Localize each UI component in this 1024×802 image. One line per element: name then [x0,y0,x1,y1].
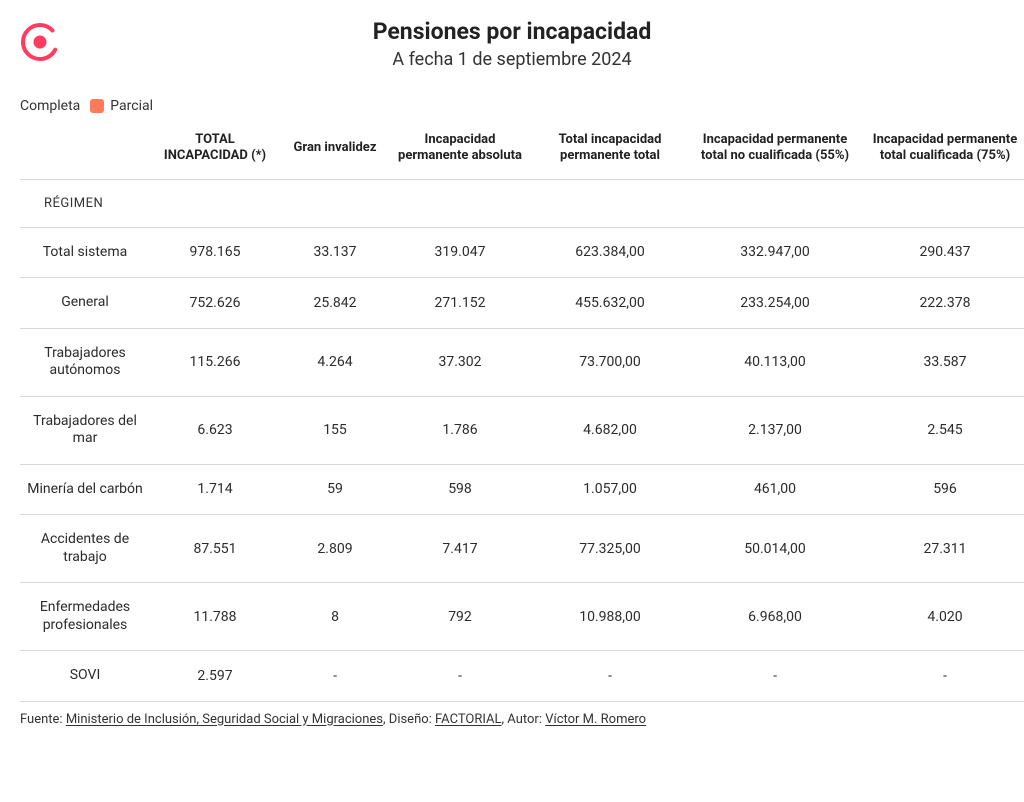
footer: Fuente: Ministerio de Inclusión, Segurid… [20,712,1004,727]
table-cell: 11.788 [150,583,280,651]
table-header-col-3: Total incapacidad permanente total [530,122,690,179]
table-cell: 2.597 [150,651,280,702]
footer-design-prefix: , Diseño: [383,712,435,727]
table-row: Enfermedades profesionales11.788879210.9… [20,583,1024,651]
table-row-label: Trabajadores del mar [20,396,150,464]
table-section-label: RÉGIMEN [20,179,1024,227]
table-cell: 2.809 [280,515,390,583]
table-cell: 4.682,00 [530,396,690,464]
table-cell: 25.842 [280,278,390,329]
table-cell: 1.786 [390,396,530,464]
table-cell: 8 [280,583,390,651]
footer-source-link[interactable]: Ministerio de Inclusión, Seguridad Socia… [66,712,383,727]
table-row-label: Accidentes de trabajo [20,515,150,583]
table-row: Accidentes de trabajo87.5512.8097.41777.… [20,515,1024,583]
table-cell: 4.264 [280,328,390,396]
table-row: Trabajadores autónomos115.2664.26437.302… [20,328,1024,396]
table-cell: - [690,651,860,702]
page-title: Pensiones por incapacidad [20,18,1004,45]
table-row: Trabajadores del mar6.6231551.7864.682,0… [20,396,1024,464]
table-cell: - [390,651,530,702]
table-cell: 27.311 [860,515,1024,583]
table-cell: 50.014,00 [690,515,860,583]
table-cell: 1.057,00 [530,464,690,515]
table-cell: 115.266 [150,328,280,396]
table-cell: 596 [860,464,1024,515]
table-cell: 73.700,00 [530,328,690,396]
legend-parcial-label: Parcial [110,98,153,114]
table-cell: - [530,651,690,702]
footer-author-prefix: , Autor: [502,712,546,727]
table-row-label: General [20,278,150,329]
table-cell: 290.437 [860,227,1024,278]
table-cell: 6.968,00 [690,583,860,651]
table-cell: 455.632,00 [530,278,690,329]
table-header-rowlabel [20,122,150,179]
table-row-label: Total sistema [20,227,150,278]
table-cell: 623.384,00 [530,227,690,278]
table-cell: 2.545 [860,396,1024,464]
table-cell: 222.378 [860,278,1024,329]
table-cell: 6.623 [150,396,280,464]
table-cell: 319.047 [390,227,530,278]
table-cell: 7.417 [390,515,530,583]
footer-source-prefix: Fuente: [20,712,66,727]
table-row: SOVI2.597----- [20,651,1024,702]
pensions-table: TOTAL INCAPACIDAD (*)Gran invalidezIncap… [20,122,1024,702]
table-row-label: Minería del carbón [20,464,150,515]
table-header-col-5: Incapacidad permanente total cualificada… [860,122,1024,179]
table-row-label: Enfermedades profesionales [20,583,150,651]
legend-parcial-swatch [90,99,104,113]
table-header-col-2: Incapacidad permanente absoluta [390,122,530,179]
table-cell: - [280,651,390,702]
table-header-col-0: TOTAL INCAPACIDAD (*) [150,122,280,179]
table-cell: 2.137,00 [690,396,860,464]
table-cell: 332.947,00 [690,227,860,278]
table-row-label: Trabajadores autónomos [20,328,150,396]
table-cell: 87.551 [150,515,280,583]
table-row: General752.62625.842271.152455.632,00233… [20,278,1024,329]
table-cell: 10.988,00 [530,583,690,651]
table-cell: 752.626 [150,278,280,329]
table-cell: 59 [280,464,390,515]
table-cell: 792 [390,583,530,651]
table-cell: 4.020 [860,583,1024,651]
table-cell: - [860,651,1024,702]
page-subtitle: A fecha 1 de septiembre 2024 [20,49,1004,70]
table-cell: 978.165 [150,227,280,278]
table-header-col-1: Gran invalidez [280,122,390,179]
table-cell: 33.587 [860,328,1024,396]
table-cell: 40.113,00 [690,328,860,396]
table-cell: 271.152 [390,278,530,329]
table-row-label: SOVI [20,651,150,702]
table-cell: 598 [390,464,530,515]
table-cell: 461,00 [690,464,860,515]
table-cell: 233.254,00 [690,278,860,329]
table-cell: 33.137 [280,227,390,278]
table-cell: 1.714 [150,464,280,515]
legend-completa-label: Completa [20,98,80,114]
table-cell: 37.302 [390,328,530,396]
table-header-col-4: Incapacidad permanente total no cualific… [690,122,860,179]
table-cell: 77.325,00 [530,515,690,583]
footer-design-link[interactable]: FACTORIAL [435,712,501,727]
table-row: Minería del carbón1.714595981.057,00461,… [20,464,1024,515]
table-cell: 155 [280,396,390,464]
table-row: Total sistema978.16533.137319.047623.384… [20,227,1024,278]
footer-author-link[interactable]: Víctor M. Romero [545,712,646,727]
legend: Completa Parcial [20,98,1004,114]
